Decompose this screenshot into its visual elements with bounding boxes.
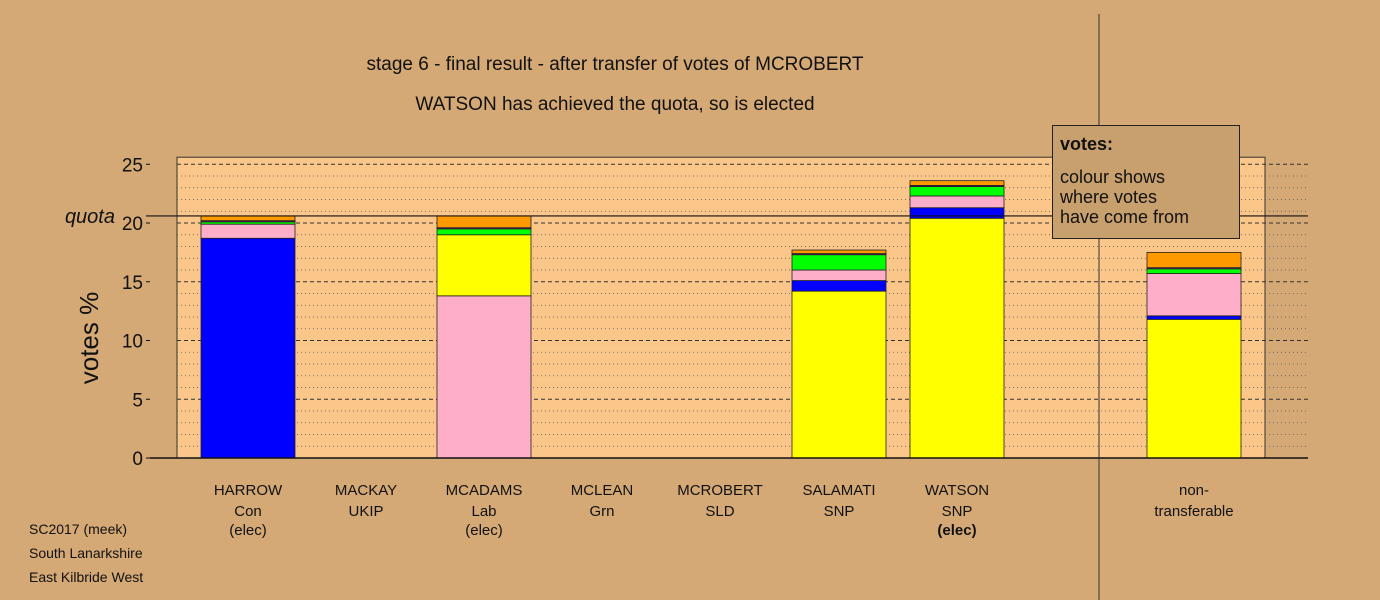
category-name-label: MACKAY bbox=[335, 482, 397, 499]
bar-segment-mcadams-sld bbox=[436, 215, 532, 229]
category-party-label: SNP bbox=[824, 503, 855, 520]
bar-segment-mcadams-snp bbox=[436, 234, 532, 297]
bar-segment-watson-snp bbox=[909, 217, 1005, 459]
category-party-label: Lab bbox=[471, 503, 496, 520]
category-party-label: UKIP bbox=[348, 503, 383, 520]
bar-segment-watson-sld bbox=[909, 180, 1005, 186]
bar-segment-mcadams-grn bbox=[436, 228, 532, 236]
bar-segment-salamati-lab2 bbox=[791, 269, 887, 281]
category-party-label: Con bbox=[234, 503, 262, 520]
bar-segment-salamati-con2 bbox=[791, 280, 887, 292]
footer-council: South Lanarkshire bbox=[29, 545, 143, 561]
category-party-label: Grn bbox=[589, 503, 614, 520]
y-tick-label: 10 bbox=[122, 332, 143, 353]
footer-ward: East Kilbride West bbox=[29, 569, 144, 585]
category-name-label: MCROBERT bbox=[677, 482, 763, 499]
category-name-label: MCADAMS bbox=[446, 482, 523, 499]
legend-text: colour shows where votes have come from bbox=[1060, 167, 1190, 227]
bar-segment-salamati-snp bbox=[791, 290, 887, 459]
category-status-label: (elec) bbox=[229, 522, 267, 539]
category-status-label: (elec) bbox=[465, 522, 503, 539]
category-party-label: transferable bbox=[1154, 503, 1233, 520]
category-name-label: HARROW bbox=[214, 482, 283, 499]
bar-segment-watson-lab2 bbox=[909, 195, 1005, 209]
bar-segment-mcadams-lab bbox=[436, 295, 532, 459]
quota-label: quota bbox=[65, 206, 115, 228]
y-tick-label: 5 bbox=[132, 390, 143, 411]
bar-segment-non-snp bbox=[1146, 318, 1242, 459]
chart-title: stage 6 - final result - after transfer … bbox=[366, 54, 864, 75]
bar-segment-non-con2 bbox=[1146, 315, 1242, 320]
category-name-label: SALAMATI bbox=[802, 482, 875, 499]
y-tick-label: 15 bbox=[122, 273, 143, 294]
legend-heading: votes: bbox=[1060, 134, 1114, 154]
category-name-label: MCLEAN bbox=[571, 482, 634, 499]
bar-segment-harrow-lab bbox=[200, 223, 296, 239]
bar-segment-non-lab2 bbox=[1146, 273, 1242, 317]
y-tick-label: 20 bbox=[122, 214, 143, 235]
y-tick-label: 0 bbox=[132, 449, 143, 470]
bar-segment-salamati-sld bbox=[791, 249, 887, 254]
category-name-label: WATSON bbox=[925, 482, 989, 499]
bar-segment-salamati-grn bbox=[791, 254, 887, 271]
category-party-label: SNP bbox=[942, 503, 973, 520]
bar-segment-watson-con2 bbox=[909, 207, 1005, 219]
y-axis-label: votes % bbox=[74, 292, 104, 385]
category-name-label: non- bbox=[1179, 482, 1209, 499]
bar-segment-harrow-con bbox=[200, 237, 296, 459]
bar-segment-watson-grn bbox=[909, 186, 1005, 197]
legend: votes: colour shows where votes have com… bbox=[1052, 125, 1240, 239]
bar-segment-harrow-sld bbox=[200, 215, 296, 222]
y-tick-label: 25 bbox=[122, 155, 143, 176]
bar-segment-non-sld bbox=[1146, 251, 1242, 269]
footer-election: SC2017 (meek) bbox=[29, 521, 128, 537]
bar-segment-non-grn bbox=[1146, 268, 1242, 274]
category-status-label: (elec) bbox=[937, 522, 976, 539]
chart-subtitle: WATSON has achieved the quota, so is ele… bbox=[415, 94, 815, 115]
category-party-label: SLD bbox=[705, 503, 734, 520]
